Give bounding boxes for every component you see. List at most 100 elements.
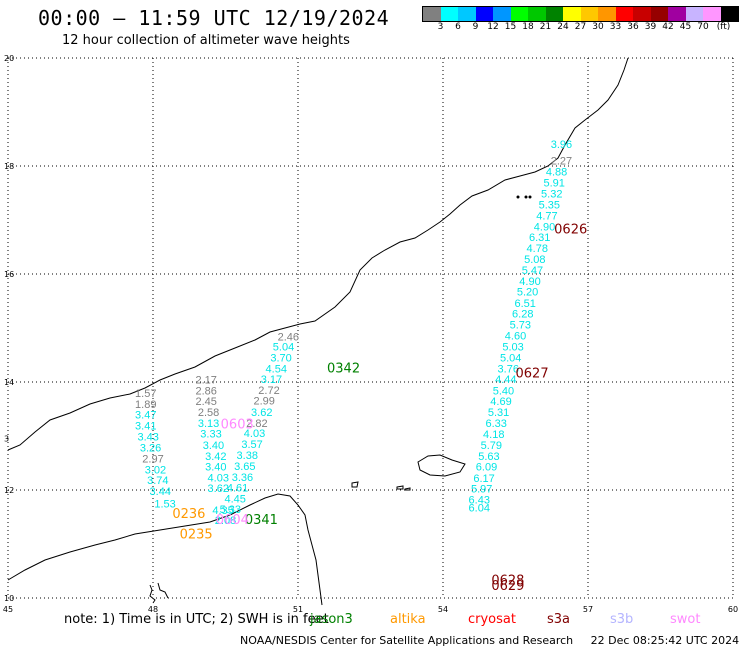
wave-height-value: 5.40 — [493, 385, 514, 397]
wave-height-value: 6.04 — [469, 503, 490, 515]
edge-label: 3 — [4, 434, 9, 443]
lon-tick-label: 48 — [148, 605, 158, 614]
wave-height-value: 6.51 — [514, 298, 535, 310]
scale-label: 3 — [437, 22, 444, 32]
pass-time-label: 0629 — [491, 579, 524, 594]
satellite-s3a: s3a — [547, 612, 571, 627]
wave-height-value: 6.43 — [469, 495, 490, 507]
wave-height-value: 4.60 — [505, 330, 526, 342]
lat-tick-label: 10 — [4, 594, 14, 603]
lat-lon-grid: 45 48 51 54 57 60 10 12 14 16 18 20 3 — [3, 54, 738, 614]
wave-height-value: 5.47 — [522, 265, 543, 277]
scale-swatch — [598, 7, 616, 21]
satellite-swot: swot — [670, 612, 701, 627]
wave-height-value: 4.77 — [536, 210, 557, 222]
wave-height-value: 3.40 — [205, 462, 226, 474]
lat-tick-label: 14 — [4, 378, 14, 387]
scale-swatch — [475, 7, 493, 21]
lon-tick-label: 51 — [293, 605, 303, 614]
wave-height-value: 4.54 — [266, 363, 287, 375]
observation-dot — [524, 195, 528, 199]
wave-height-value: 3.74 — [147, 475, 168, 487]
wave-height-value: 5.73 — [510, 320, 531, 332]
scale-label: 12 — [487, 22, 499, 32]
scale-label: 24 — [557, 22, 569, 32]
wave-height-value: 3.36 — [232, 472, 253, 484]
islet-2 — [396, 485, 404, 490]
pass-time-label: 0604 — [216, 513, 249, 528]
wave-height-value: 3.47 — [135, 410, 156, 422]
page-subtitle: 12 hour collection of altimeter wave hei… — [62, 33, 350, 48]
lon-tick-label: 60 — [728, 605, 738, 614]
wave-height-value: 6.31 — [529, 232, 550, 244]
wave-height-value: 4.18 — [483, 429, 504, 441]
wave-height-value: 3.26 — [140, 443, 161, 455]
wave-height-value: 3.02 — [145, 464, 166, 476]
generated-timestamp: 22 Dec 08:25:42 UTC 2024 — [590, 634, 740, 647]
scale-swatch — [563, 7, 581, 21]
scale-label: 9 — [472, 22, 479, 32]
lat-tick-label: 18 — [4, 162, 14, 171]
wave-height-value: 1.57 — [135, 388, 156, 400]
scale-label: 15 — [504, 22, 517, 32]
arabia-coast — [7, 57, 629, 451]
wave-height-value: 2.97 — [142, 453, 163, 465]
pass-time-label: 0341 — [245, 513, 278, 528]
scale-swatch — [650, 7, 668, 21]
lat-tick-label: 12 — [4, 486, 14, 495]
wave-height-value: 6.17 — [473, 473, 494, 485]
scale-swatch — [668, 7, 686, 21]
islet-1 — [351, 481, 359, 488]
lon-tick-label: 54 — [438, 605, 448, 614]
wave-height-value: 4.61 — [227, 483, 248, 495]
wave-height-value: 4.45 — [224, 493, 245, 505]
pass-time-label: 0626 — [554, 223, 587, 238]
credit-text: NOAA/NESDIS Center for Satellite Applica… — [240, 634, 574, 647]
somalia-horn-detail — [149, 584, 156, 604]
page-title: 00:00 – 11:59 UTC 12/19/2024 — [38, 6, 390, 30]
wave-height-value: 5.03 — [502, 342, 523, 354]
wave-height-value: 3.76 — [498, 363, 519, 375]
scale-label: 6 — [455, 22, 461, 32]
coastline — [7, 57, 629, 606]
wave-height-value: 6.28 — [512, 309, 533, 321]
wave-height-value: 3.62 — [208, 483, 229, 495]
pass-time-label: 0342 — [327, 361, 360, 376]
scale-swatch — [720, 7, 738, 21]
scale-label: 27 — [574, 22, 587, 32]
wave-height-value: 5.04 — [273, 342, 294, 354]
scale-swatch — [633, 7, 651, 21]
wave-height-value: 3.40 — [203, 440, 224, 452]
pass-time-label: 0603 — [221, 417, 254, 432]
wave-height-value: 2.46 — [278, 331, 299, 343]
wave-height-value: 4.90 — [534, 221, 555, 233]
wave-height-value: 4.44 — [495, 374, 516, 386]
wave-height-value: 2.27 — [551, 155, 572, 167]
scale-swatch — [423, 7, 441, 21]
wave-height-value: 5.20 — [517, 287, 538, 299]
wave-height-value: 3.62 — [251, 407, 272, 419]
wave-height-value: 5.91 — [543, 178, 564, 190]
wave-height-value: 3.96 — [551, 139, 572, 151]
wave-height-value: 2.72 — [258, 385, 279, 397]
pass-time-label: 0235 — [180, 528, 213, 543]
wave-height-value: 2.86 — [195, 385, 216, 397]
scale-label: 30 — [592, 22, 604, 32]
wave-height-value: 6.33 — [485, 418, 506, 430]
wave-height-value: 3.41 — [135, 421, 156, 433]
wave-height-value: 5.32 — [541, 188, 562, 200]
wave-height-value: 3.13 — [198, 418, 219, 430]
wave-height-value: 5.63 — [478, 451, 499, 463]
wave-height-value: 4.90 — [519, 276, 540, 288]
wave-height-value: 5.97 — [471, 484, 492, 496]
lat-tick-label: 16 — [4, 270, 14, 279]
scale-swatch — [440, 7, 458, 21]
wave-height-value: 6.09 — [476, 462, 497, 474]
wave-height-value: 3.33 — [200, 429, 221, 441]
wave-height-value: 1.89 — [135, 399, 156, 411]
wave-height-value: 3.65 — [234, 461, 255, 473]
lon-tick-label: 45 — [3, 605, 13, 614]
somalia-coast — [7, 493, 323, 606]
scale-label: 18 — [522, 22, 534, 32]
